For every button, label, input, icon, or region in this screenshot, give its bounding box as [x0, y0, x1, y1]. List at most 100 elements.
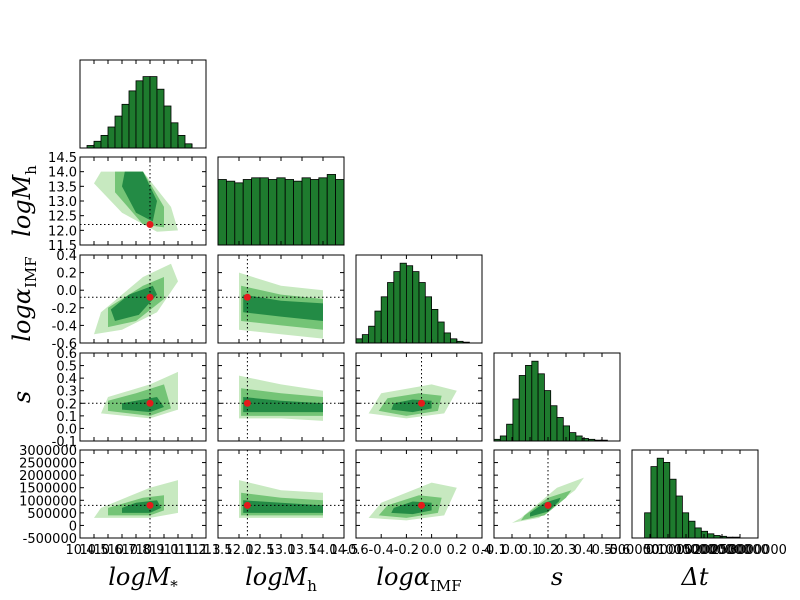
- histogram-bar: [259, 177, 269, 246]
- panel-frame: [217, 449, 345, 539]
- histogram-bar: [326, 174, 337, 246]
- axis-label-main: s: [8, 391, 36, 403]
- histogram-bar: [142, 76, 151, 149]
- contour: [110, 285, 157, 321]
- histogram-bar: [544, 390, 552, 442]
- y-tick-label: 0.6: [56, 347, 77, 362]
- x-tick-label: -0.4: [369, 543, 394, 558]
- histogram-bar: [114, 115, 123, 149]
- axis-label: logM*: [108, 563, 178, 595]
- y-tick-label: 0.3: [56, 385, 77, 400]
- x-tick-label: 10.5: [80, 543, 109, 558]
- x-tick-label: 13.0: [267, 543, 296, 558]
- x-tick-label: -0.1: [481, 543, 506, 558]
- y-tick-label: 11.5: [48, 239, 77, 254]
- axis-label-main: logα: [8, 288, 36, 342]
- histogram-bar: [694, 527, 702, 539]
- histogram-bar: [293, 180, 303, 246]
- histogram-bar: [450, 338, 458, 344]
- x-tick-label: 1500000: [675, 543, 733, 558]
- histogram-bar: [393, 271, 401, 344]
- x-tick-label: 0: [646, 543, 654, 558]
- panel-frame: [79, 449, 207, 539]
- x-tick-label: 10.8: [122, 543, 151, 558]
- x-tick-label: 13.5: [288, 543, 317, 558]
- histogram-bar: [707, 533, 715, 539]
- panel-frame: [355, 449, 483, 539]
- histogram-bar: [93, 140, 102, 149]
- axis-label: Δt: [681, 563, 709, 591]
- panel-frame: [79, 352, 207, 442]
- axis-label: s: [551, 563, 563, 591]
- axis-label-sub: IMF: [22, 256, 40, 288]
- axis-label: logαIMF: [8, 256, 40, 341]
- y-tick-label: 0.1: [56, 410, 77, 425]
- truth-point: [146, 220, 154, 228]
- panel-frame: [79, 59, 207, 149]
- histogram-bar: [656, 457, 664, 539]
- histogram-bar: [107, 126, 116, 149]
- histogram-bar: [156, 88, 165, 149]
- y-tick-label: -0.6: [52, 337, 77, 352]
- y-tick-label: 2500000: [19, 457, 77, 472]
- histogram-bar: [380, 296, 388, 344]
- histogram-bar: [318, 177, 328, 246]
- axis-label-sub: h: [307, 577, 317, 595]
- histogram-bar: [556, 417, 564, 442]
- x-tick-label: 11.5: [204, 543, 233, 558]
- truth-point: [243, 399, 251, 407]
- histogram-bar: [669, 478, 677, 539]
- y-tick-label: 0.2: [56, 397, 77, 412]
- x-tick-label: 11.0: [150, 543, 179, 558]
- x-tick-label: 14.5: [330, 543, 359, 558]
- histogram-bar: [309, 179, 320, 246]
- x-tick-label: 2500000: [711, 543, 769, 558]
- x-tick-label: 1000000: [657, 543, 715, 558]
- truth-point: [146, 293, 154, 301]
- histogram-bar: [234, 182, 244, 246]
- y-tick-label: -500000: [23, 532, 77, 547]
- axis-label-main: Δt: [681, 563, 709, 591]
- y-tick-label: 3000000: [19, 444, 77, 459]
- y-tick-label: -0.1: [52, 435, 77, 450]
- panel-frame: [217, 352, 345, 442]
- panel-frame: [631, 449, 759, 539]
- y-tick-label: 0.0: [56, 422, 77, 437]
- histogram-bar: [525, 364, 533, 442]
- axis-label-sub: IMF: [430, 577, 462, 595]
- y-tick-label: 0.0: [56, 284, 77, 299]
- histogram-bar: [149, 76, 158, 149]
- axis-label-sub: h: [22, 165, 40, 175]
- y-tick-label: 0.5: [56, 360, 77, 375]
- histogram-bar: [225, 180, 236, 246]
- histogram-bar: [569, 432, 577, 442]
- x-tick-label: 10.9: [136, 543, 165, 558]
- y-tick-label: 12.0: [48, 224, 77, 239]
- x-tick-label: -500000: [605, 543, 659, 558]
- y-tick-label: 500000: [27, 507, 77, 522]
- axis-label-main: s: [551, 563, 563, 591]
- x-tick-label: 500000: [643, 543, 693, 558]
- truth-point: [146, 501, 154, 509]
- histogram-bar: [163, 105, 172, 149]
- x-tick-label: 0.5: [592, 543, 613, 558]
- histogram-bar: [437, 321, 445, 344]
- axis-label-main: logα: [376, 563, 430, 591]
- x-tick-label: -0.6: [343, 543, 368, 558]
- x-tick-label: 10.7: [108, 543, 137, 558]
- panel-frame: [217, 156, 345, 246]
- histogram-bar: [170, 122, 179, 149]
- axis-label: logMh: [245, 563, 317, 595]
- histogram-bar: [242, 179, 252, 246]
- y-tick-label: 1000000: [19, 494, 77, 509]
- truth-point: [418, 399, 426, 407]
- truth-point: [418, 501, 426, 509]
- contour: [122, 171, 157, 222]
- panel-frame: [355, 352, 483, 442]
- histogram-bar: [177, 134, 186, 149]
- contour: [243, 397, 323, 413]
- histogram-bar: [575, 435, 583, 442]
- y-tick-label: 14.5: [48, 151, 77, 166]
- histogram-bar: [663, 461, 671, 539]
